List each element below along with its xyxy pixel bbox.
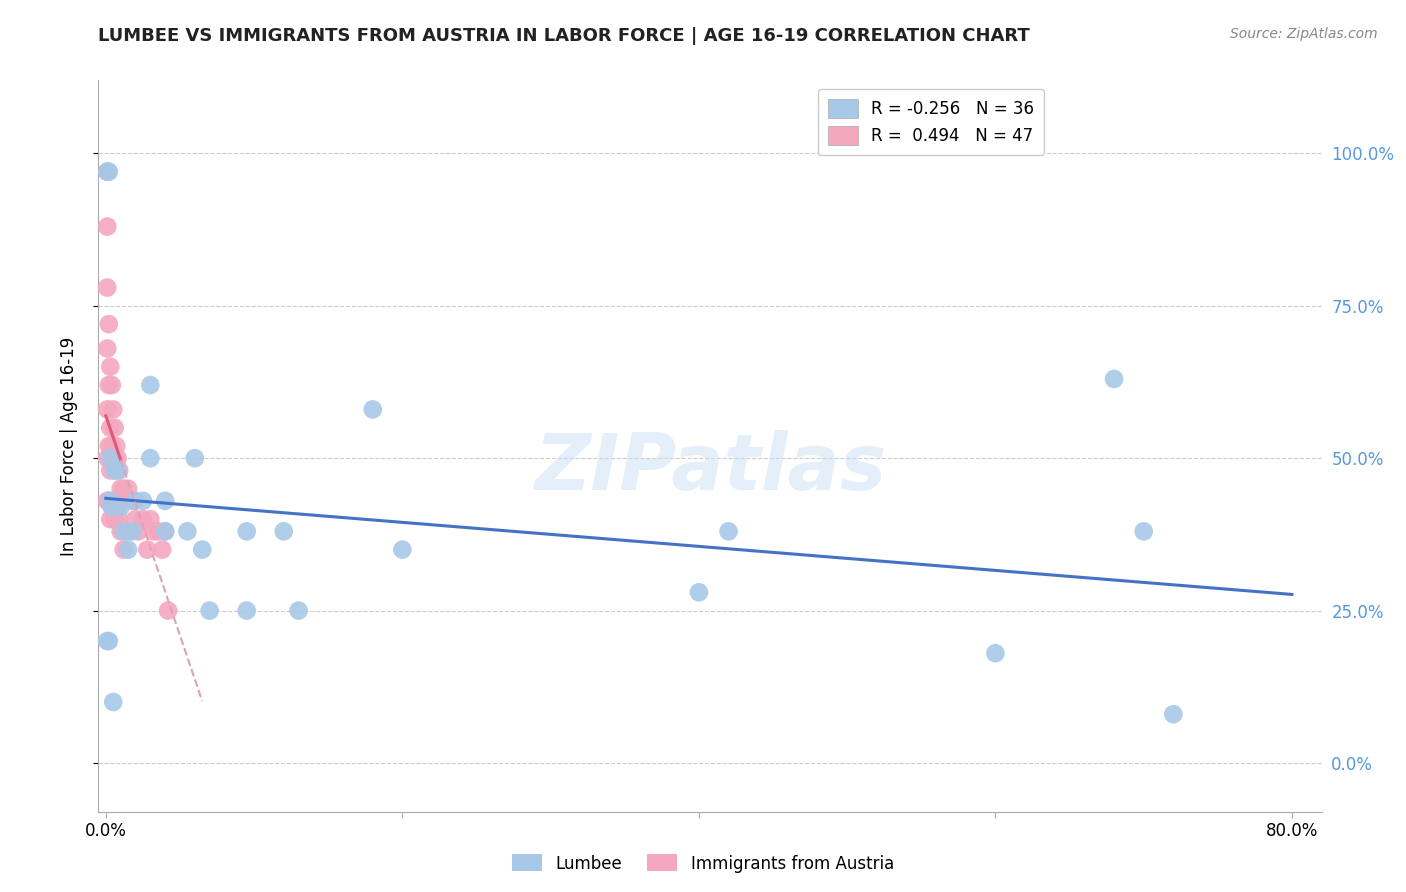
Point bbox=[96, 402, 118, 417]
Point bbox=[273, 524, 295, 539]
Point bbox=[96, 342, 118, 356]
Point bbox=[97, 378, 120, 392]
Point bbox=[112, 524, 135, 539]
Point bbox=[112, 542, 135, 557]
Point bbox=[121, 524, 143, 539]
Point bbox=[97, 439, 120, 453]
Point bbox=[136, 542, 159, 557]
Point bbox=[97, 634, 120, 648]
Point bbox=[191, 542, 214, 557]
Point bbox=[103, 500, 125, 514]
Point bbox=[124, 512, 146, 526]
Point bbox=[150, 542, 173, 557]
Point bbox=[157, 604, 180, 618]
Point bbox=[153, 494, 176, 508]
Point bbox=[103, 451, 125, 466]
Point bbox=[361, 402, 384, 417]
Point bbox=[198, 604, 221, 618]
Point bbox=[96, 280, 118, 294]
Point bbox=[117, 482, 139, 496]
Point bbox=[1102, 372, 1125, 386]
Point bbox=[107, 500, 129, 514]
Point bbox=[1163, 707, 1185, 722]
Point bbox=[117, 524, 139, 539]
Point bbox=[104, 512, 127, 526]
Point bbox=[108, 512, 131, 526]
Point bbox=[139, 512, 162, 526]
Point bbox=[97, 165, 120, 179]
Point bbox=[98, 512, 121, 526]
Legend: R = -0.256   N = 36, R =  0.494   N = 47: R = -0.256 N = 36, R = 0.494 N = 47 bbox=[818, 88, 1045, 155]
Point bbox=[146, 524, 169, 539]
Point bbox=[98, 359, 121, 374]
Text: LUMBEE VS IMMIGRANTS FROM AUSTRIA IN LABOR FORCE | AGE 16-19 CORRELATION CHART: LUMBEE VS IMMIGRANTS FROM AUSTRIA IN LAB… bbox=[98, 27, 1031, 45]
Point bbox=[176, 524, 198, 539]
Point bbox=[100, 439, 122, 453]
Legend: Lumbee, Immigrants from Austria: Lumbee, Immigrants from Austria bbox=[506, 847, 900, 880]
Text: Source: ZipAtlas.com: Source: ZipAtlas.com bbox=[1230, 27, 1378, 41]
Text: ZIPatlas: ZIPatlas bbox=[534, 430, 886, 506]
Point bbox=[1132, 524, 1154, 539]
Point bbox=[139, 451, 162, 466]
Point bbox=[717, 524, 740, 539]
Point bbox=[121, 494, 143, 508]
Point bbox=[132, 494, 155, 508]
Point bbox=[104, 463, 127, 477]
Point bbox=[688, 585, 710, 599]
Point bbox=[97, 494, 120, 508]
Point bbox=[98, 421, 121, 435]
Point bbox=[184, 451, 207, 466]
Y-axis label: In Labor Force | Age 16-19: In Labor Force | Age 16-19 bbox=[59, 336, 77, 556]
Point bbox=[104, 463, 127, 477]
Point bbox=[98, 463, 121, 477]
Point bbox=[105, 494, 128, 508]
Point bbox=[110, 524, 132, 539]
Point bbox=[104, 421, 127, 435]
Point bbox=[96, 634, 118, 648]
Point bbox=[105, 439, 128, 453]
Point bbox=[984, 646, 1007, 660]
Point bbox=[96, 451, 118, 466]
Point bbox=[112, 482, 135, 496]
Point bbox=[124, 494, 146, 508]
Point bbox=[96, 219, 118, 234]
Point bbox=[98, 494, 121, 508]
Point bbox=[108, 463, 131, 477]
Point bbox=[142, 524, 165, 539]
Point bbox=[153, 524, 176, 539]
Point bbox=[235, 524, 257, 539]
Point bbox=[100, 378, 122, 392]
Point bbox=[132, 512, 155, 526]
Point bbox=[139, 378, 162, 392]
Point bbox=[103, 402, 125, 417]
Point bbox=[98, 451, 121, 466]
Point bbox=[100, 500, 122, 514]
Point bbox=[96, 494, 118, 508]
Point bbox=[103, 695, 125, 709]
Point bbox=[97, 317, 120, 331]
Point bbox=[107, 451, 129, 466]
Point bbox=[153, 524, 176, 539]
Point bbox=[117, 542, 139, 557]
Point bbox=[110, 500, 132, 514]
Point bbox=[391, 542, 413, 557]
Point bbox=[107, 463, 129, 477]
Point bbox=[96, 165, 118, 179]
Point bbox=[287, 604, 309, 618]
Point bbox=[100, 500, 122, 514]
Point bbox=[96, 165, 118, 179]
Point bbox=[110, 482, 132, 496]
Point bbox=[127, 524, 149, 539]
Point bbox=[235, 604, 257, 618]
